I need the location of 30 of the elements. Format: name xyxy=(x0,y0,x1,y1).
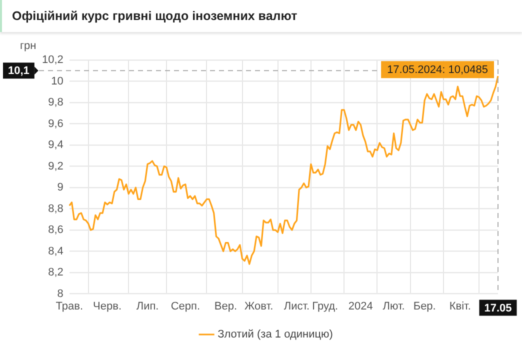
x-tick-label: Трав. xyxy=(56,300,84,312)
y-tick-label: 9 xyxy=(57,182,64,194)
x-tick-label: Черв. xyxy=(93,300,122,312)
x-tick-label: Бер. xyxy=(413,300,436,312)
y-tick-label: 10,2 xyxy=(42,54,64,66)
ref-line-label: 10,1 xyxy=(8,65,30,78)
annotation: 17.05.2024: 10,0485 xyxy=(387,64,488,76)
legend-label: Злотий (за 1 одиницю) xyxy=(218,328,333,341)
y-tick-label: 8,4 xyxy=(48,245,64,258)
y-tick-label: 8 xyxy=(57,288,64,300)
y-tick-label: 9,6 xyxy=(48,118,64,130)
y-tick-label: 9,2 xyxy=(48,160,64,172)
y-tick-label: 9,4 xyxy=(48,139,64,152)
y-tick-label: 9,8 xyxy=(48,96,64,109)
x-tick-label: Груд. xyxy=(312,300,338,312)
x-tick-label: 17.05 xyxy=(484,302,512,314)
x-tick-label: Лют. xyxy=(382,300,405,312)
x-tick-label: Серп. xyxy=(170,300,200,312)
x-tick-label: Лип. xyxy=(136,300,159,312)
x-tick-label: Лист. xyxy=(284,300,310,312)
chart-title: Офіційний курс гривні щодо іноземних валют xyxy=(0,0,522,32)
y-tick-label: 8,8 xyxy=(48,202,64,215)
y-axis-title: грн xyxy=(20,40,36,52)
x-tick-label: 2024 xyxy=(348,300,373,312)
y-tick-label: 10 xyxy=(51,75,64,88)
x-tick-label: Вер. xyxy=(214,300,238,312)
x-tick-label: Квіт. xyxy=(449,300,471,312)
x-tick-label: Жовт. xyxy=(244,300,274,312)
y-tick-label: 8,6 xyxy=(48,224,64,236)
y-tick-label: 8,2 xyxy=(48,266,64,279)
